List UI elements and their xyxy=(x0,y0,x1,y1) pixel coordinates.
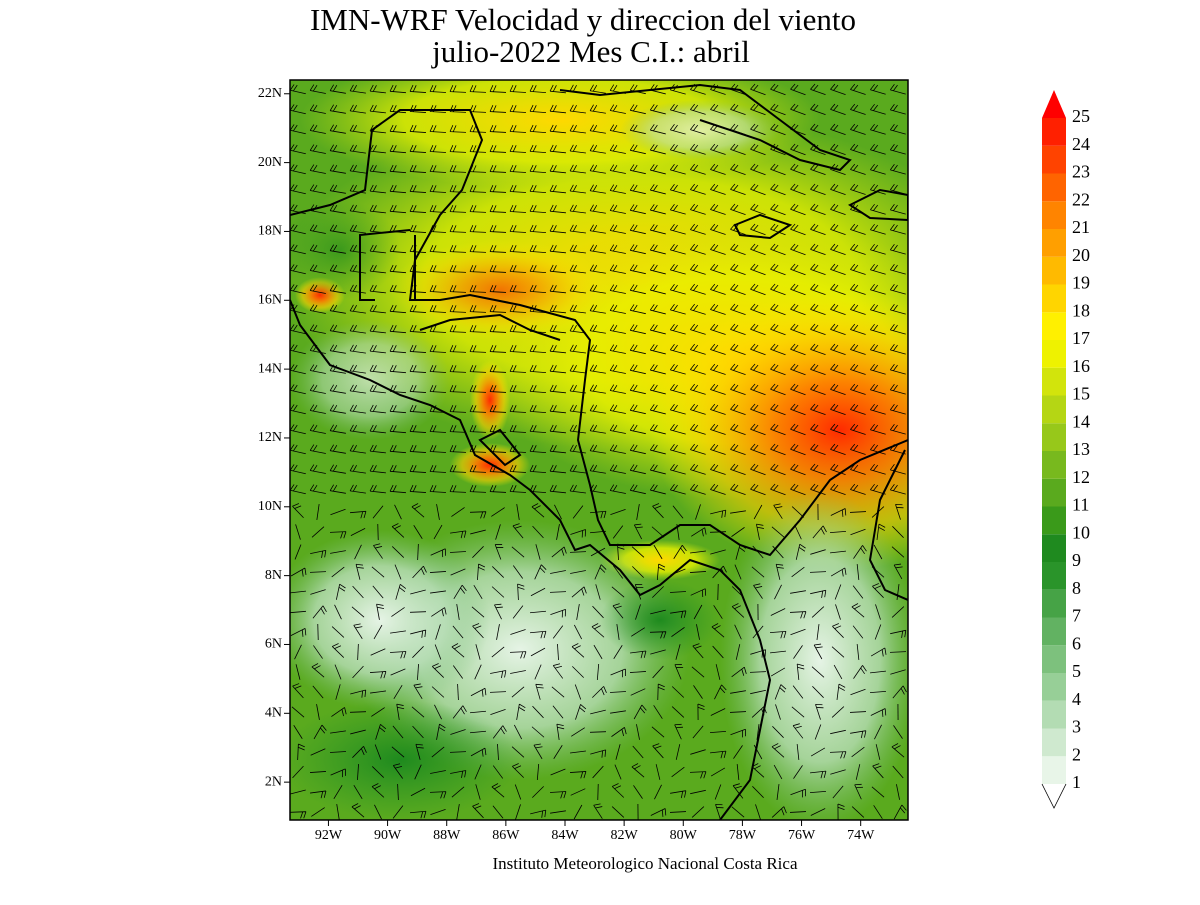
colorbar-label: 2 xyxy=(1072,744,1081,764)
lat-tick-label: 10N xyxy=(258,499,282,514)
lat-tick-label: 2N xyxy=(265,774,282,789)
colorbar-label: 21 xyxy=(1072,217,1090,237)
colorbar-over xyxy=(1042,90,1066,118)
colorbar-label: 19 xyxy=(1072,273,1090,293)
colorbar-box xyxy=(1042,118,1066,146)
colorbar-label: 17 xyxy=(1072,328,1090,348)
colorbar-label: 20 xyxy=(1072,245,1090,265)
lat-tick-label: 12N xyxy=(258,430,282,445)
colorbar-label: 14 xyxy=(1072,411,1090,431)
lon-tick-label: 90W xyxy=(374,828,402,843)
colorbar-box xyxy=(1042,507,1066,535)
colorbar-box xyxy=(1042,201,1066,229)
lon-tick-label: 74W xyxy=(847,828,875,843)
lon-tick-label: 84W xyxy=(551,828,579,843)
lon-tick-label: 82W xyxy=(611,828,639,843)
colorbar-box xyxy=(1042,285,1066,313)
colorbar-box xyxy=(1042,534,1066,562)
colorbar-label: 18 xyxy=(1072,300,1090,320)
colorbar-label: 6 xyxy=(1072,633,1081,653)
colorbar-label: 15 xyxy=(1072,384,1090,404)
colorbar-label: 8 xyxy=(1072,578,1081,598)
colorbar-box xyxy=(1042,673,1066,701)
colorbar-label: 13 xyxy=(1072,439,1090,459)
lat-tick-label: 20N xyxy=(258,155,282,170)
colorbar-box xyxy=(1042,396,1066,424)
lat-tick-label: 14N xyxy=(258,361,282,376)
colorbar-box xyxy=(1042,451,1066,479)
lon-tick-label: 80W xyxy=(670,828,698,843)
lat-tick-label: 22N xyxy=(258,86,282,101)
lon-tick-label: 86W xyxy=(492,828,520,843)
colorbar-label: 16 xyxy=(1072,356,1090,376)
colorbar-box xyxy=(1042,618,1066,646)
colorbar-box xyxy=(1042,340,1066,368)
lon-tick-label: 92W xyxy=(315,828,343,843)
colorbar-box xyxy=(1042,368,1066,396)
colorbar-label: 24 xyxy=(1072,134,1090,154)
subtitle: julio-2022 Mes C.I.: abril xyxy=(431,34,750,69)
colorbar-label: 7 xyxy=(1072,606,1081,626)
colorbar-label: 12 xyxy=(1072,467,1090,487)
lat-tick-label: 6N xyxy=(265,637,282,652)
colorbar-under xyxy=(1042,784,1066,808)
colorbar-box xyxy=(1042,174,1066,202)
lat-tick-label: 4N xyxy=(265,706,282,721)
colorbar-box xyxy=(1042,590,1066,618)
colorbar-label: 9 xyxy=(1072,550,1081,570)
colorbar-label: 25 xyxy=(1072,106,1090,126)
wind-field xyxy=(270,50,1030,830)
colorbar-label: 4 xyxy=(1072,689,1081,709)
colorbar-label: 23 xyxy=(1072,162,1090,182)
colorbar: 1234567891011121314151617181920212223242… xyxy=(1042,90,1090,808)
lon-tick-label: 88W xyxy=(433,828,461,843)
colorbar-label: 1 xyxy=(1072,772,1081,792)
colorbar-label: 11 xyxy=(1072,495,1089,515)
colorbar-box xyxy=(1042,146,1066,174)
colorbar-label: 10 xyxy=(1072,522,1090,542)
colorbar-box xyxy=(1042,229,1066,257)
lat-tick-label: 16N xyxy=(258,292,282,307)
colorbar-label: 22 xyxy=(1072,189,1090,209)
colorbar-box xyxy=(1042,645,1066,673)
title: IMN-WRF Velocidad y direccion del viento xyxy=(310,2,856,37)
colorbar-box xyxy=(1042,756,1066,784)
colorbar-label: 5 xyxy=(1072,661,1081,681)
colorbar-box xyxy=(1042,312,1066,340)
colorbar-box xyxy=(1042,257,1066,285)
colorbar-label: 3 xyxy=(1072,717,1081,737)
credit: Instituto Meteorologico Nacional Costa R… xyxy=(493,854,798,873)
colorbar-box xyxy=(1042,479,1066,507)
lon-tick-label: 76W xyxy=(788,828,816,843)
lon-tick-label: 78W xyxy=(729,828,757,843)
colorbar-box xyxy=(1042,729,1066,757)
lat-tick-label: 18N xyxy=(258,224,282,239)
colorbar-box xyxy=(1042,701,1066,729)
lat-tick-label: 8N xyxy=(265,568,282,583)
colorbar-box xyxy=(1042,562,1066,590)
colorbar-box xyxy=(1042,423,1066,451)
